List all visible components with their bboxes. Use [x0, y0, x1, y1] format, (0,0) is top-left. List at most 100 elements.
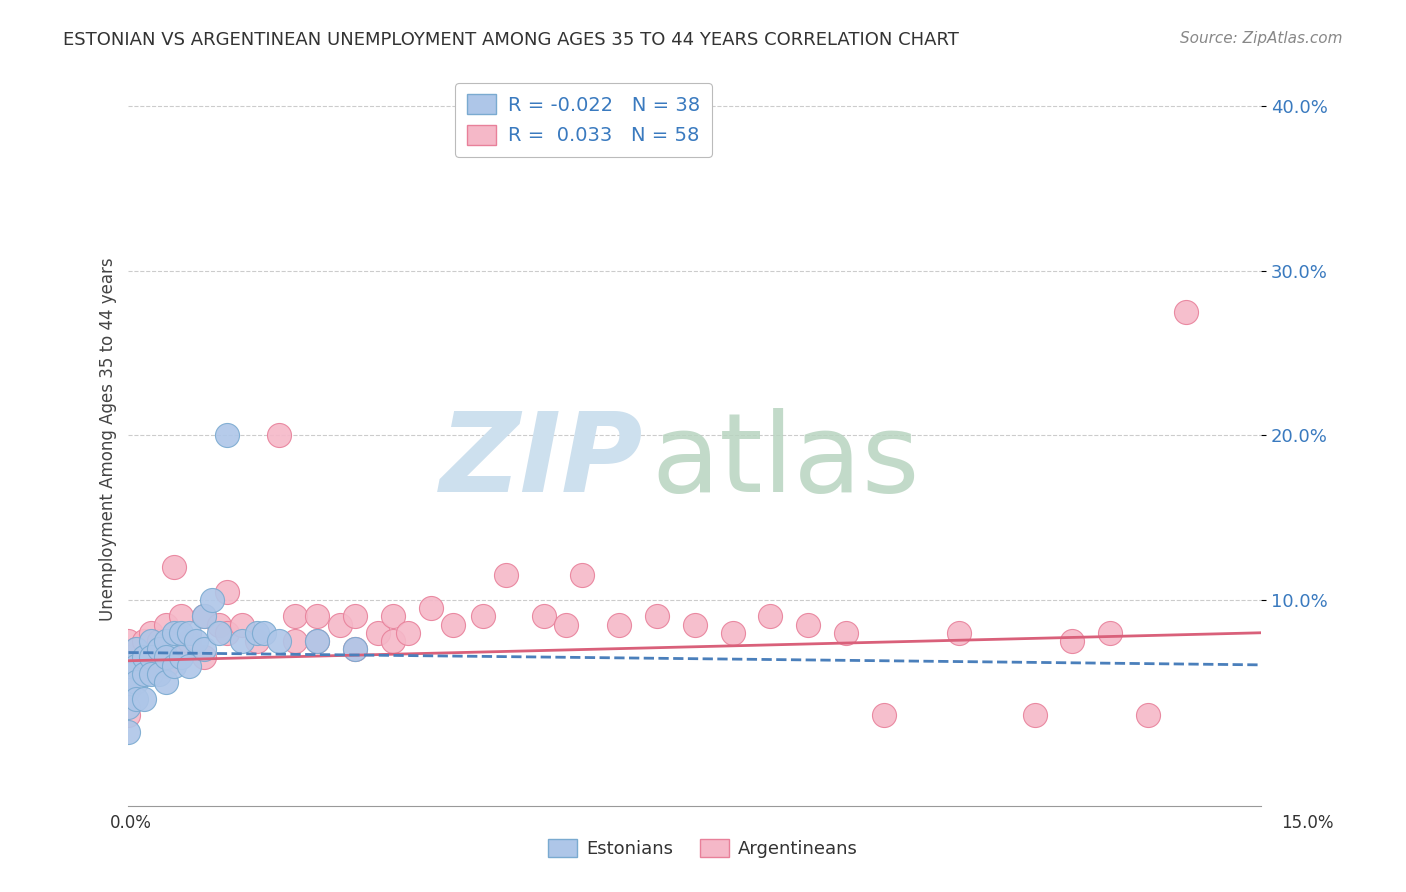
Point — [607, 617, 630, 632]
Point — [148, 642, 170, 657]
Point — [170, 625, 193, 640]
Point — [208, 617, 231, 632]
Point — [155, 675, 177, 690]
Point — [343, 609, 366, 624]
Point — [125, 658, 148, 673]
Point — [117, 667, 139, 681]
Point — [231, 617, 253, 632]
Point — [117, 667, 139, 681]
Point — [132, 691, 155, 706]
Point — [117, 708, 139, 723]
Point — [872, 708, 894, 723]
Point — [269, 428, 291, 442]
Point — [472, 609, 495, 624]
Point — [343, 642, 366, 657]
Point — [117, 683, 139, 698]
Text: 0.0%: 0.0% — [110, 814, 152, 831]
Text: atlas: atlas — [652, 408, 921, 515]
Text: 15.0%: 15.0% — [1281, 814, 1334, 831]
Point — [155, 650, 177, 665]
Point — [533, 609, 555, 624]
Point — [215, 625, 238, 640]
Point — [177, 634, 200, 648]
Point — [495, 568, 517, 582]
Text: ZIP: ZIP — [440, 408, 644, 515]
Point — [396, 625, 419, 640]
Point — [284, 634, 307, 648]
Point — [1062, 634, 1084, 648]
Point — [307, 634, 329, 648]
Point — [193, 642, 215, 657]
Point — [200, 592, 222, 607]
Point — [246, 625, 269, 640]
Text: Source: ZipAtlas.com: Source: ZipAtlas.com — [1180, 31, 1343, 46]
Point — [170, 650, 193, 665]
Point — [177, 658, 200, 673]
Point — [1099, 625, 1122, 640]
Point — [307, 609, 329, 624]
Point — [117, 724, 139, 739]
Point — [148, 634, 170, 648]
Point — [139, 650, 162, 665]
Point — [139, 658, 162, 673]
Legend: Estonians, Argentineans: Estonians, Argentineans — [541, 831, 865, 865]
Point — [246, 634, 269, 648]
Point — [177, 625, 200, 640]
Point — [215, 584, 238, 599]
Point — [155, 634, 177, 648]
Point — [139, 667, 162, 681]
Legend: R = -0.022   N = 38, R =  0.033   N = 58: R = -0.022 N = 38, R = 0.033 N = 58 — [456, 83, 711, 157]
Point — [132, 667, 155, 681]
Point — [117, 683, 139, 698]
Point — [193, 650, 215, 665]
Point — [307, 634, 329, 648]
Point — [125, 667, 148, 681]
Point — [1024, 708, 1046, 723]
Point — [253, 625, 276, 640]
Point — [125, 642, 148, 657]
Point — [148, 667, 170, 681]
Point — [170, 609, 193, 624]
Point — [343, 642, 366, 657]
Point — [125, 691, 148, 706]
Point — [186, 634, 208, 648]
Text: ESTONIAN VS ARGENTINEAN UNEMPLOYMENT AMONG AGES 35 TO 44 YEARS CORRELATION CHART: ESTONIAN VS ARGENTINEAN UNEMPLOYMENT AMO… — [63, 31, 959, 49]
Point — [155, 617, 177, 632]
Point — [948, 625, 970, 640]
Point — [117, 658, 139, 673]
Point — [117, 650, 139, 665]
Point — [1174, 304, 1197, 318]
Point — [381, 609, 404, 624]
Point — [1136, 708, 1159, 723]
Point — [163, 625, 186, 640]
Point — [721, 625, 744, 640]
Point — [367, 625, 389, 640]
Point — [132, 650, 155, 665]
Point — [215, 428, 238, 442]
Point — [125, 675, 148, 690]
Point — [170, 650, 193, 665]
Point — [139, 625, 162, 640]
Point — [797, 617, 820, 632]
Point — [208, 625, 231, 640]
Point — [759, 609, 782, 624]
Point — [193, 609, 215, 624]
Y-axis label: Unemployment Among Ages 35 to 44 years: Unemployment Among Ages 35 to 44 years — [100, 258, 117, 621]
Point — [835, 625, 858, 640]
Point — [555, 617, 578, 632]
Point — [381, 634, 404, 648]
Point — [193, 609, 215, 624]
Point — [139, 634, 162, 648]
Point — [269, 634, 291, 648]
Point — [117, 699, 139, 714]
Point — [132, 658, 155, 673]
Point — [284, 609, 307, 624]
Point — [125, 642, 148, 657]
Point — [329, 617, 352, 632]
Point — [117, 634, 139, 648]
Point — [683, 617, 706, 632]
Point — [163, 658, 186, 673]
Point — [645, 609, 668, 624]
Point — [155, 658, 177, 673]
Point — [132, 634, 155, 648]
